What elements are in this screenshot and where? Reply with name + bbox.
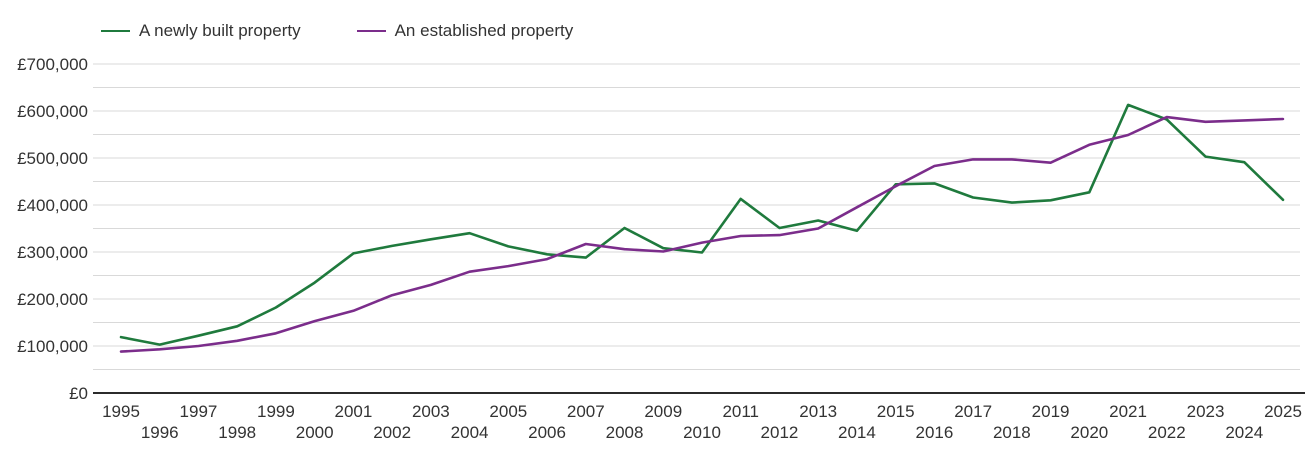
x-axis-tick-label: 1995 <box>102 402 140 421</box>
x-axis-tick-label: 2001 <box>334 402 372 421</box>
legend-item-newly-built: A newly built property <box>101 21 301 41</box>
chart-legend: A newly built property An established pr… <box>101 21 573 41</box>
x-axis-tick-label: 2017 <box>954 402 992 421</box>
x-axis-tick-label: 2025 <box>1264 402 1302 421</box>
y-axis-tick-label: £300,000 <box>17 243 88 262</box>
x-axis-tick-label: 1996 <box>141 423 179 442</box>
x-axis-tick-label: 2023 <box>1187 402 1225 421</box>
legend-label-newly-built: A newly built property <box>139 21 301 40</box>
x-axis-tick-label: 2013 <box>799 402 837 421</box>
x-axis-tick-label: 1997 <box>180 402 218 421</box>
y-axis-tick-label: £400,000 <box>17 196 88 215</box>
x-axis-tick-label: 2020 <box>1070 423 1108 442</box>
y-axis-tick-label: £100,000 <box>17 337 88 356</box>
x-axis-tick-label: 2024 <box>1225 423 1263 442</box>
series-line-established <box>119 115 1285 353</box>
y-axis-tick-label: £700,000 <box>17 55 88 74</box>
x-axis-tick-label: 2007 <box>567 402 605 421</box>
x-axis-tick-label: 1999 <box>257 402 295 421</box>
x-axis-tick-label: 2010 <box>683 423 721 442</box>
x-axis-tick-label: 2009 <box>644 402 682 421</box>
x-axis-tick-label: 2008 <box>606 423 644 442</box>
x-axis-tick-label: 2004 <box>451 423 489 442</box>
x-axis-tick-label: 2022 <box>1148 423 1186 442</box>
x-axis-tick-label: 2006 <box>528 423 566 442</box>
series-line-newly-built <box>119 103 1285 346</box>
x-axis-tick-label: 2000 <box>296 423 334 442</box>
x-axis-tick-label: 2021 <box>1109 402 1147 421</box>
x-axis-tick-label: 1998 <box>218 423 256 442</box>
y-axis-tick-label: £500,000 <box>17 149 88 168</box>
x-axis-tick-label: 2002 <box>373 423 411 442</box>
x-axis-tick-label: 2016 <box>915 423 953 442</box>
x-axis-tick-label: 2014 <box>838 423 876 442</box>
x-axis-tick-label: 2012 <box>761 423 799 442</box>
x-axis-tick-label: 2003 <box>412 402 450 421</box>
x-axis-tick-label: 2015 <box>877 402 915 421</box>
y-axis-tick-label: £600,000 <box>17 102 88 121</box>
x-axis-tick-label: 2005 <box>489 402 527 421</box>
legend-line-swatch-established <box>356 30 386 32</box>
y-axis-tick-label: £0 <box>69 384 88 403</box>
y-axis-tick-label: £200,000 <box>17 290 88 309</box>
legend-label-established: An established property <box>394 21 574 40</box>
x-axis-tick-label: 2011 <box>722 402 759 421</box>
x-axis-tick-label: 2018 <box>993 423 1031 442</box>
x-axis-tick-label: 2019 <box>1032 402 1070 421</box>
legend-line-swatch-newly-built <box>101 30 130 32</box>
legend-item-established: An established property <box>356 21 574 41</box>
